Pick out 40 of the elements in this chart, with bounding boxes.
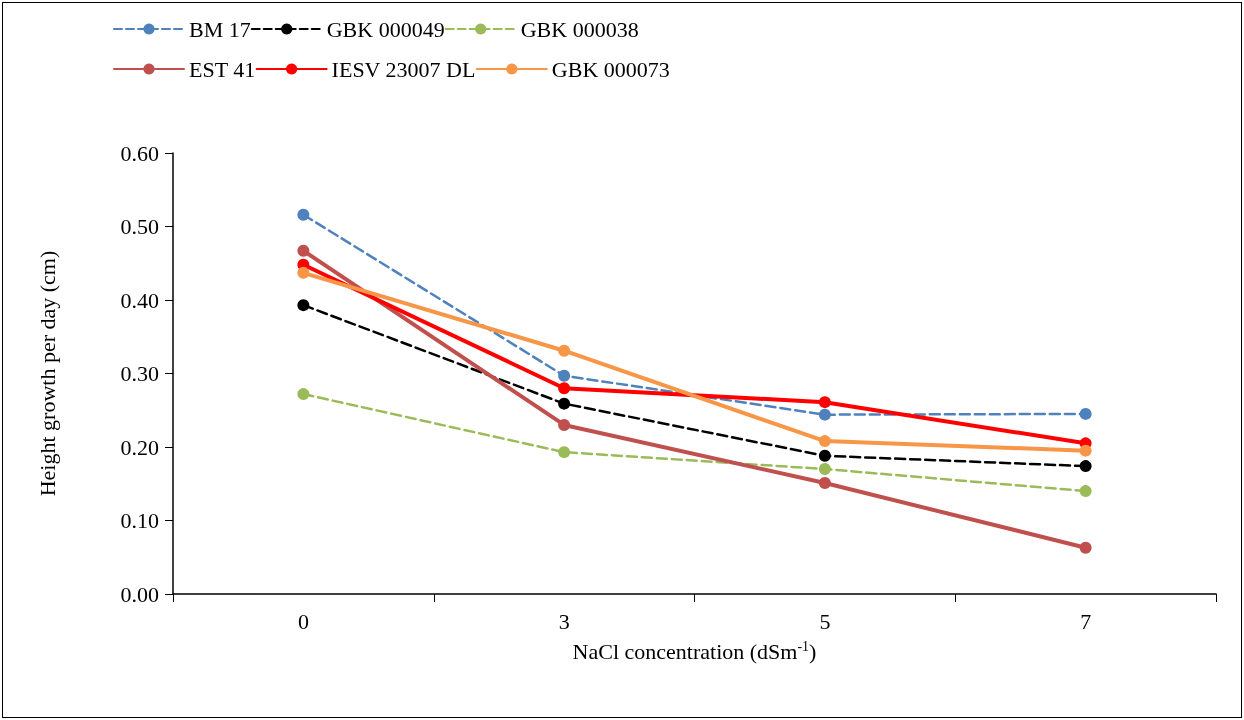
point	[297, 299, 310, 312]
y-tick-label: 0.00	[120, 581, 159, 607]
point	[297, 208, 310, 221]
point	[297, 244, 310, 257]
point	[1079, 460, 1092, 473]
point	[558, 369, 571, 382]
y-tick-label: 0.50	[120, 214, 159, 239]
point	[558, 397, 571, 410]
x-tick-label: 0	[297, 608, 309, 634]
point	[558, 418, 571, 431]
point	[818, 408, 831, 421]
point	[1079, 485, 1092, 498]
y-tick-label: 0.10	[120, 508, 159, 533]
point	[1079, 444, 1092, 457]
legend-label: GBK 000073	[551, 56, 670, 82]
legend-label: IESV 23007 DL	[331, 56, 476, 82]
y-tick-label: 0.40	[120, 287, 159, 313]
y-tick-label: 0.30	[120, 361, 159, 386]
point	[558, 382, 571, 395]
y-axis-title: Height growth per day (cm)	[34, 250, 60, 497]
point	[818, 435, 831, 448]
legend-label: EST 41	[189, 56, 256, 82]
point	[818, 477, 831, 490]
y-tick-label: 0.60	[120, 140, 159, 166]
point	[818, 396, 831, 409]
point	[818, 463, 831, 476]
x-tick-label: 5	[819, 608, 831, 634]
point	[1079, 541, 1092, 554]
point	[297, 388, 310, 401]
point	[818, 449, 831, 462]
point	[297, 266, 310, 279]
x-tick-label: 7	[1080, 608, 1092, 634]
legend-label: BM 17	[189, 16, 251, 42]
legend-label: GBK 000038	[520, 16, 639, 42]
y-tick-label: 0.20	[120, 434, 159, 460]
x-tick-label: 3	[558, 608, 570, 634]
point	[1079, 407, 1092, 420]
point	[558, 446, 571, 459]
legend-label: GBK 000049	[326, 16, 445, 42]
point	[558, 344, 571, 357]
